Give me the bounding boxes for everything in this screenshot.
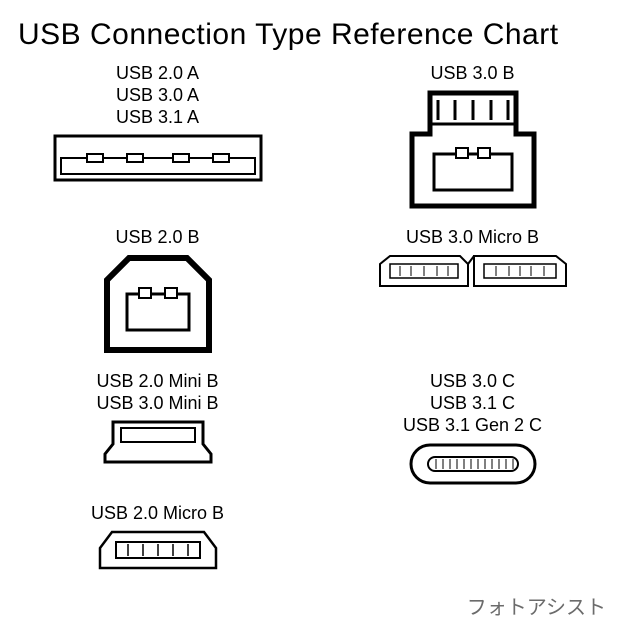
labels-usb-mini-b: USB 2.0 Mini B USB 3.0 Mini B	[96, 370, 218, 414]
cell-usb-3b: USB 3.0 B	[315, 62, 630, 210]
label: USB 3.1 C	[403, 392, 542, 414]
label: USB 2.0 B	[115, 226, 199, 248]
watermark-text: フォトアシスト	[467, 591, 606, 620]
label: USB 3.0 Micro B	[406, 226, 539, 248]
labels-usb-2b: USB 2.0 B	[115, 226, 199, 248]
labels-usb-a: USB 2.0 A USB 3.0 A USB 3.1 A	[116, 62, 199, 128]
labels-usb-2-micro-b: USB 2.0 Micro B	[91, 502, 224, 524]
cell-empty	[315, 502, 630, 570]
label: USB 2.0 Mini B	[96, 370, 218, 392]
usb-2-micro-b-icon	[98, 530, 218, 570]
label: USB 2.0 A	[116, 62, 199, 84]
labels-usb-3-micro-b: USB 3.0 Micro B	[406, 226, 539, 248]
labels-usb-c: USB 3.0 C USB 3.1 C USB 3.1 Gen 2 C	[403, 370, 542, 436]
usb-3b-icon	[408, 90, 538, 210]
label: USB 2.0 Micro B	[91, 502, 224, 524]
usb-c-icon	[408, 442, 538, 486]
label: USB 3.0 Mini B	[96, 392, 218, 414]
cell-usb-mini-b: USB 2.0 Mini B USB 3.0 Mini B	[0, 370, 315, 486]
cell-usb-a: USB 2.0 A USB 3.0 A USB 3.1 A	[0, 62, 315, 210]
usb-mini-b-icon	[103, 420, 213, 464]
usb-a-icon	[53, 134, 263, 182]
label: USB 3.1 A	[116, 106, 199, 128]
label: USB 3.0 B	[430, 62, 514, 84]
cell-usb-c: USB 3.0 C USB 3.1 C USB 3.1 Gen 2 C	[315, 370, 630, 486]
label: USB 3.0 C	[403, 370, 542, 392]
connector-grid: USB 2.0 A USB 3.0 A USB 3.1 A USB 3.0 B	[0, 62, 630, 570]
cell-usb-2-micro-b: USB 2.0 Micro B	[0, 502, 315, 570]
usb-3-micro-b-icon	[378, 254, 568, 288]
cell-usb-3-micro-b: USB 3.0 Micro B	[315, 226, 630, 354]
labels-usb-3b: USB 3.0 B	[430, 62, 514, 84]
chart-title: USB Connection Type Reference Chart	[18, 18, 559, 52]
label: USB 3.1 Gen 2 C	[403, 414, 542, 436]
cell-usb-2b: USB 2.0 B	[0, 226, 315, 354]
label: USB 3.0 A	[116, 84, 199, 106]
usb-2b-icon	[103, 254, 213, 354]
